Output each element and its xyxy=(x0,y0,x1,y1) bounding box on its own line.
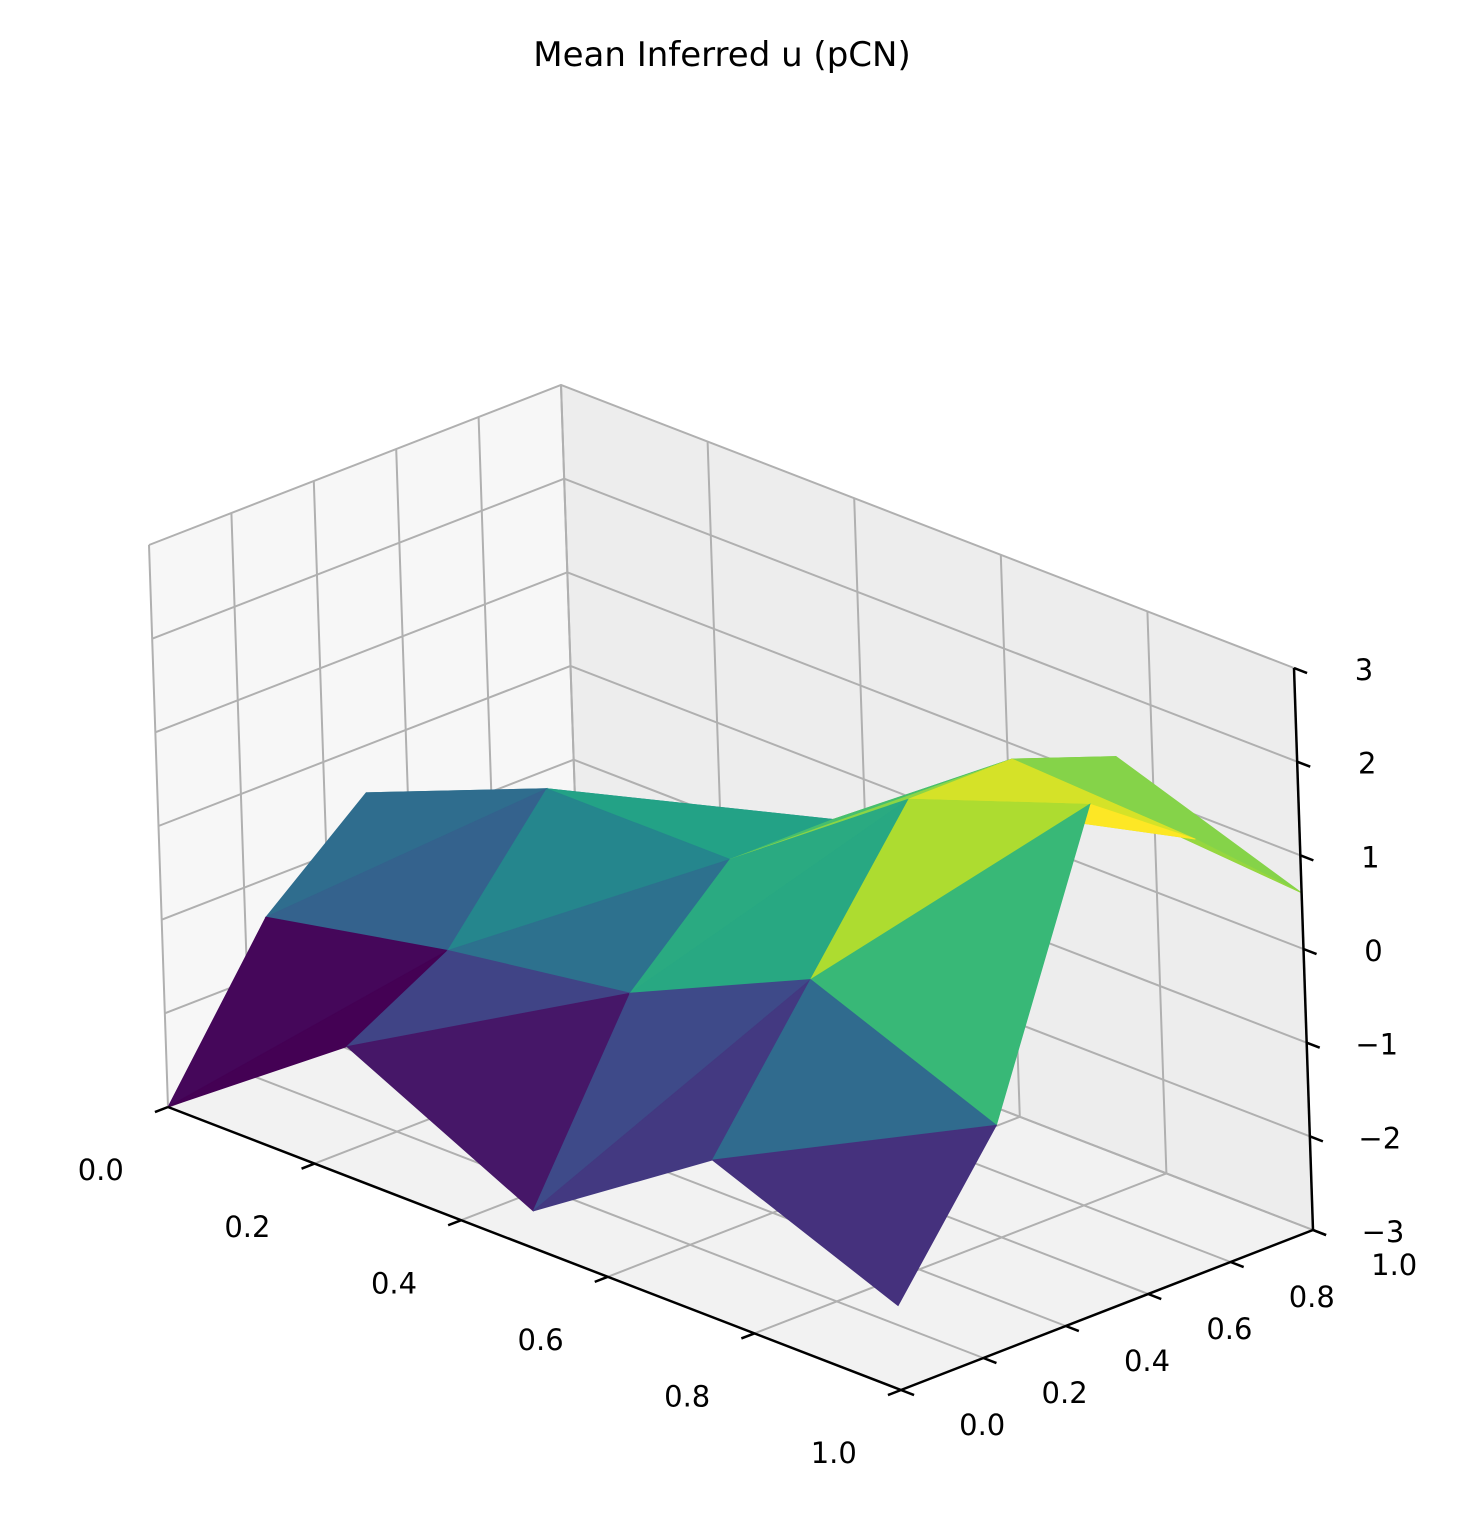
x-axis-line xyxy=(167,1105,902,1392)
z-axis-tick xyxy=(1296,760,1311,768)
y-axis-tick xyxy=(1230,1260,1245,1269)
x-axis-tick-label: 0.0 xyxy=(78,1153,124,1187)
z-axis-tick xyxy=(1303,947,1318,956)
y-axis-tick-label: 0.0 xyxy=(959,1408,1005,1442)
y-axis-tick-label: 0.8 xyxy=(1289,1280,1335,1314)
grid-line-z xyxy=(161,758,1308,1044)
z-axis-tick-label: −1 xyxy=(1355,1028,1398,1062)
x-axis-tick-label: 0.4 xyxy=(371,1266,417,1300)
x-axis-tick xyxy=(447,1219,462,1227)
grid-line-z xyxy=(151,477,1298,763)
z-axis-tick xyxy=(1306,1041,1321,1049)
y-axis-tick-label: 0.6 xyxy=(1206,1312,1252,1346)
y-axis-tick-label: 1.0 xyxy=(1371,1248,1417,1282)
x-axis-tick-label: 0.8 xyxy=(664,1380,710,1414)
grid-line-z xyxy=(148,383,1295,669)
y-axis-tick-label: 0.2 xyxy=(1042,1376,1088,1410)
chart-title: Mean Inferred u (pCN) xyxy=(533,35,910,75)
surface xyxy=(167,756,1302,1307)
axis-lines xyxy=(154,666,1327,1397)
z-axis-tick-label: 2 xyxy=(1358,747,1376,781)
z-axis-tick xyxy=(1299,854,1314,862)
z-axis-tick-label: 1 xyxy=(1361,840,1379,874)
x-axis-tick xyxy=(154,1105,169,1114)
y-axis-tick-label: 0.4 xyxy=(1124,1344,1170,1378)
y-axis-tick xyxy=(1147,1292,1162,1301)
surface-facet xyxy=(711,1124,998,1307)
x-axis-tick xyxy=(887,1388,902,1397)
y-axis-line xyxy=(900,1228,1314,1392)
y-axis-tick xyxy=(982,1356,997,1365)
z-axis-tick xyxy=(1293,666,1308,675)
z-axis-tick xyxy=(1309,1135,1324,1143)
z-axis-tick-label: −3 xyxy=(1362,1215,1405,1249)
z-axis-tick-label: 3 xyxy=(1355,653,1373,687)
y-axis-tick xyxy=(1065,1324,1080,1333)
tick-labels: 0.00.20.40.60.81.00.00.20.40.60.81.0−3−2… xyxy=(78,653,1418,1470)
x-axis-tick-label: 0.2 xyxy=(224,1210,270,1244)
x-axis-tick xyxy=(301,1162,316,1170)
z-axis-tick-label: 0 xyxy=(1364,934,1382,968)
y-axis-tick xyxy=(900,1388,915,1397)
x-axis-tick-label: 0.6 xyxy=(518,1323,564,1357)
x-axis-tick xyxy=(594,1275,609,1284)
x-axis-tick xyxy=(740,1332,755,1340)
x-axis-tick-label: 1.0 xyxy=(811,1436,857,1470)
z-axis-tick xyxy=(1312,1228,1327,1237)
z-axis-tick-label: −2 xyxy=(1358,1121,1401,1155)
